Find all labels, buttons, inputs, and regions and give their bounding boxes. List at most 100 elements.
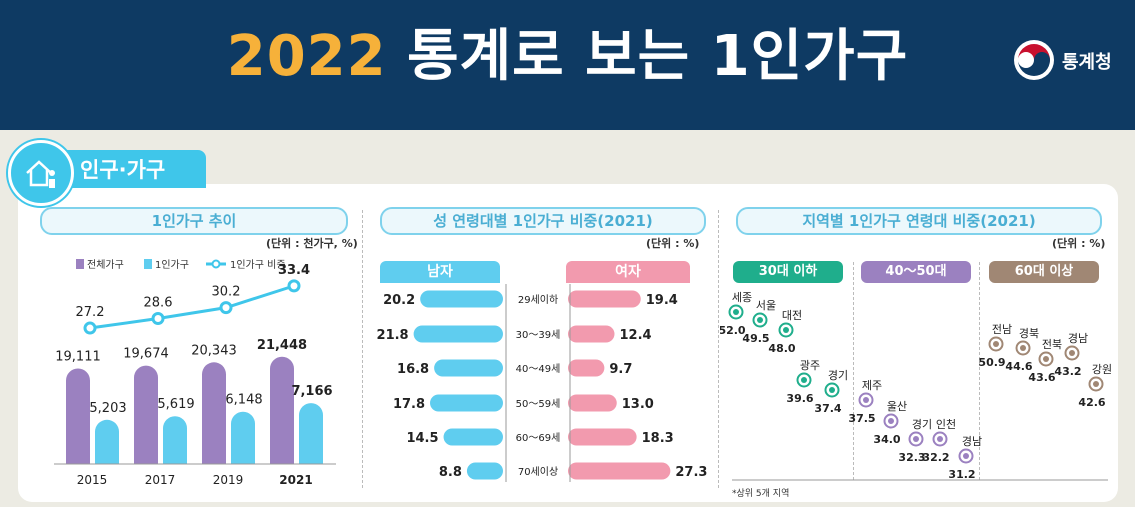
data-label-total: 21,448 — [257, 338, 307, 353]
region-marker-dot — [863, 397, 869, 403]
bar-male — [430, 394, 503, 412]
region-marker-dot — [888, 418, 894, 424]
data-label-male: 20.2 — [383, 293, 415, 308]
region-marker-dot — [1020, 345, 1026, 351]
bar-total-households — [66, 368, 90, 464]
region-marker-dot — [913, 436, 919, 442]
region-age-chart: 세종 52.0 서울 49.5 대전 48.0 광주 39.6 경기 37.4 제주 37.5 울산 34… — [720, 291, 1112, 481]
chart2-title: 성 연령대별 1인가구 비중(2021) — [380, 207, 706, 235]
legend-marker — [211, 259, 221, 269]
data-label-single: 6,148 — [225, 393, 262, 408]
chart1-title: 1인가구 추이 — [40, 207, 348, 235]
region-name-label: 경남 — [962, 435, 982, 448]
ratio-line — [89, 284, 295, 330]
region-marker-dot — [963, 453, 969, 459]
region-value-label: 34.0 — [873, 433, 900, 446]
bar-female — [568, 462, 671, 480]
region-marker-dot — [1043, 356, 1049, 362]
region-name-label: 경기 — [828, 369, 848, 382]
data-label-total: 20,343 — [191, 343, 237, 358]
age-category-label: 29세이하 — [518, 293, 558, 306]
bar-male — [443, 428, 503, 446]
region-value-label: 44.6 — [1005, 360, 1032, 373]
region-name-label: 경기 — [912, 418, 932, 431]
data-label-single: 7,166 — [291, 384, 332, 399]
bar-total-households — [270, 356, 294, 464]
bar-single-households — [299, 403, 323, 464]
region-marker-dot — [783, 327, 789, 333]
legend-label: 1인가구 비중 — [230, 259, 286, 271]
region-marker-dot — [829, 387, 835, 393]
region-value-label: 37.4 — [814, 402, 841, 415]
data-label-male: 17.8 — [393, 397, 425, 412]
region-name-label: 인천 — [936, 417, 956, 431]
region-value-label: 37.5 — [848, 412, 875, 425]
region-value-label: 32.2 — [922, 451, 949, 464]
legend-label: 전체가구 — [87, 259, 124, 271]
region-value-label: 31.2 — [948, 468, 975, 481]
male-header: 남자 — [380, 261, 500, 283]
age-category-label: 50～59세 — [516, 398, 561, 410]
page-title: 2022 통계로 보는 1인가구 — [0, 22, 1135, 92]
title-text: 통계로 보는 1인가구 — [407, 24, 909, 89]
region-name-label: 경북 — [1019, 327, 1039, 340]
ratio-point — [151, 312, 165, 326]
x-tick-label: 2019 — [213, 473, 244, 487]
data-label-single: 5,619 — [157, 397, 194, 412]
age-category-label: 40～49세 — [516, 363, 561, 375]
data-label-female: 27.3 — [675, 465, 707, 480]
content-panel — [18, 184, 1118, 502]
data-label-total: 19,111 — [55, 349, 101, 364]
bar-female — [568, 394, 617, 412]
legend-swatch — [76, 259, 84, 269]
data-label-male: 8.8 — [439, 465, 462, 480]
data-label-ratio: 27.2 — [76, 305, 105, 320]
footnote: *상위 5개 지역 — [732, 489, 790, 499]
data-label-ratio: 33.4 — [278, 263, 310, 278]
region-marker-dot — [733, 309, 739, 315]
divider — [362, 210, 363, 488]
region-name-label: 강원 — [1092, 363, 1112, 376]
divider — [718, 210, 719, 488]
chart3-title: 지역별 1인가구 연령대 비중(2021) — [736, 207, 1102, 235]
region-value-label: 32.3 — [898, 451, 925, 464]
household-trend-chart: 전체가구 1인가구 1인가구 비중 19,111 5,203 2015 19,674 5,61… — [54, 259, 336, 487]
region-value-label: 49.5 — [742, 332, 769, 345]
data-label-male: 16.8 — [397, 362, 429, 377]
region-name-label: 광주 — [800, 359, 820, 372]
region-name-label: 전북 — [1042, 338, 1062, 351]
bar-male — [420, 290, 503, 308]
age-category-label: 70세이상 — [518, 466, 558, 478]
data-label-female: 12.4 — [620, 328, 652, 343]
ratio-point — [287, 279, 301, 293]
region-marker-dot — [937, 436, 943, 442]
region-value-label: 39.6 — [786, 392, 813, 405]
data-label-total: 19,674 — [123, 347, 169, 362]
data-label-male: 14.5 — [406, 431, 438, 446]
bar-total-households — [134, 365, 158, 464]
bar-single-households — [231, 411, 256, 464]
data-label-male: 21.8 — [377, 328, 409, 343]
female-header: 여자 — [566, 261, 690, 283]
region-name-label: 전남 — [992, 323, 1012, 336]
legend-swatch — [144, 259, 152, 269]
x-tick-label: 2015 — [77, 473, 108, 487]
region-value-label: 50.9 — [978, 356, 1005, 369]
region-marker-dot — [1093, 381, 1099, 387]
group-header-60s: 60대 이상 — [989, 261, 1099, 283]
bar-single-households — [95, 419, 119, 464]
ratio-point — [83, 321, 97, 335]
region-name-label: 제주 — [862, 379, 882, 392]
region-value-label: 43.6 — [1028, 371, 1055, 384]
logo-text: 통계청 — [1062, 52, 1112, 73]
divider — [979, 262, 980, 480]
divider — [853, 262, 854, 480]
section-tab-label: 인구·가구 — [80, 158, 166, 182]
bar-total-households — [202, 362, 226, 464]
bar-female — [568, 428, 637, 446]
data-label-single: 5,203 — [89, 401, 126, 416]
region-name-label: 울산 — [887, 400, 907, 413]
ratio-point — [219, 301, 233, 315]
chart1-unit: (단위 : 천가구, %) — [266, 237, 358, 250]
x-tick-label: 2021 — [279, 473, 312, 487]
